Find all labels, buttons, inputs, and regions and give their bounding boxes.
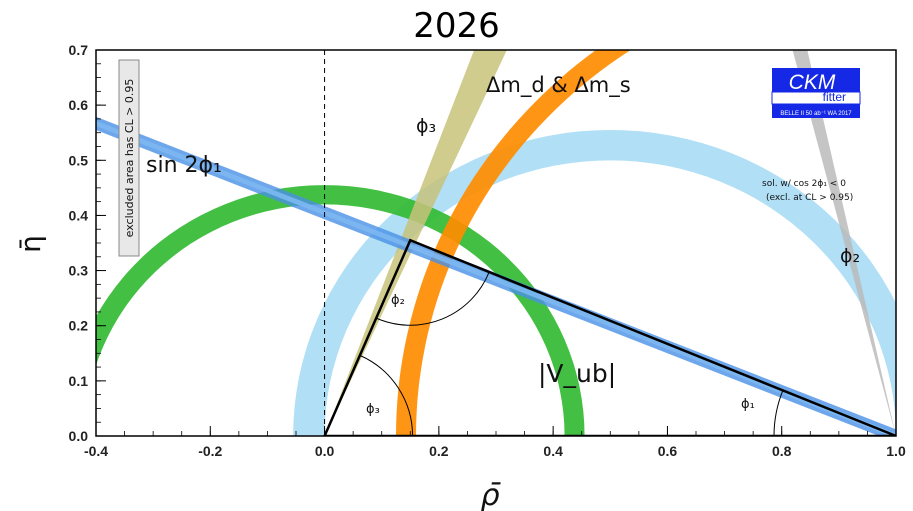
angle-phi3-label: ϕ₃ bbox=[366, 402, 380, 417]
dm-label: Δm_d & Δm_s bbox=[486, 73, 631, 98]
y-tick-label: 0.4 bbox=[69, 207, 89, 223]
x-tick-label: -0.2 bbox=[198, 443, 222, 459]
excluded-note-text: excluded area has CL > 0.95 bbox=[123, 79, 136, 238]
phi3-band-label: ϕ₃ bbox=[416, 115, 436, 137]
x-axis-label: ρ̄ bbox=[480, 478, 501, 511]
logo-ckm: CKM bbox=[789, 71, 836, 94]
y-tick-label: 0.2 bbox=[69, 318, 89, 334]
constraint-sin2phi1-core bbox=[96, 120, 896, 436]
constraint-phi2 bbox=[293, 129, 896, 436]
y-tick-label: 0.6 bbox=[69, 97, 89, 113]
x-tick-label: 0.0 bbox=[315, 443, 335, 459]
angle-phi1-label: ϕ₁ bbox=[741, 397, 755, 412]
sol-note-line2: (excl. at CL > 0.95) bbox=[766, 193, 853, 203]
x-tick-label: 0.2 bbox=[429, 443, 449, 459]
vub-label: |V_ub| bbox=[538, 359, 616, 388]
x-tick-label: 0.4 bbox=[543, 443, 563, 459]
ckmfitter-logo: CKM fitter BELLE II 50 ab⁻¹ WA 2017 bbox=[771, 68, 861, 118]
angle-arc-phi2 bbox=[375, 271, 490, 326]
x-tick-label: 0.6 bbox=[658, 443, 678, 459]
x-tick-label: 1.0 bbox=[886, 443, 906, 459]
y-tick-label: 0.0 bbox=[69, 428, 89, 444]
x-tick-label: -0.4 bbox=[84, 443, 108, 459]
logo-subtitle: BELLE II 50 ab⁻¹ WA 2017 bbox=[780, 111, 852, 117]
y-tick-label: 0.5 bbox=[69, 152, 89, 168]
excluded-area-note: excluded area has CL > 0.95 bbox=[118, 59, 140, 257]
x-tick-label: 0.8 bbox=[772, 443, 792, 459]
y-tick-label: 0.7 bbox=[69, 42, 89, 58]
angle-phi2-label: ϕ₂ bbox=[391, 293, 405, 308]
phi2-band-label: ϕ₂ bbox=[840, 245, 860, 267]
y-tick-label: 0.1 bbox=[69, 373, 89, 389]
unitarity-triangle bbox=[323, 238, 896, 436]
sol-note-line1: sol. w/ cos 2ϕ₁ < 0 bbox=[762, 179, 846, 189]
logo-fitter: fitter bbox=[823, 90, 846, 104]
y-tick-label: 0.3 bbox=[69, 263, 89, 279]
constraint-dmd-dms bbox=[396, 50, 631, 436]
angle-arc-phi3 bbox=[359, 354, 414, 436]
chart-title: 2026 bbox=[413, 6, 500, 46]
sin2phi1-label: sin 2ϕ₁ bbox=[146, 153, 222, 178]
constraint-phi2-excluded bbox=[792, 50, 896, 436]
y-axis-label: η̄ bbox=[14, 235, 47, 253]
angle-arc-phi1 bbox=[773, 390, 784, 436]
